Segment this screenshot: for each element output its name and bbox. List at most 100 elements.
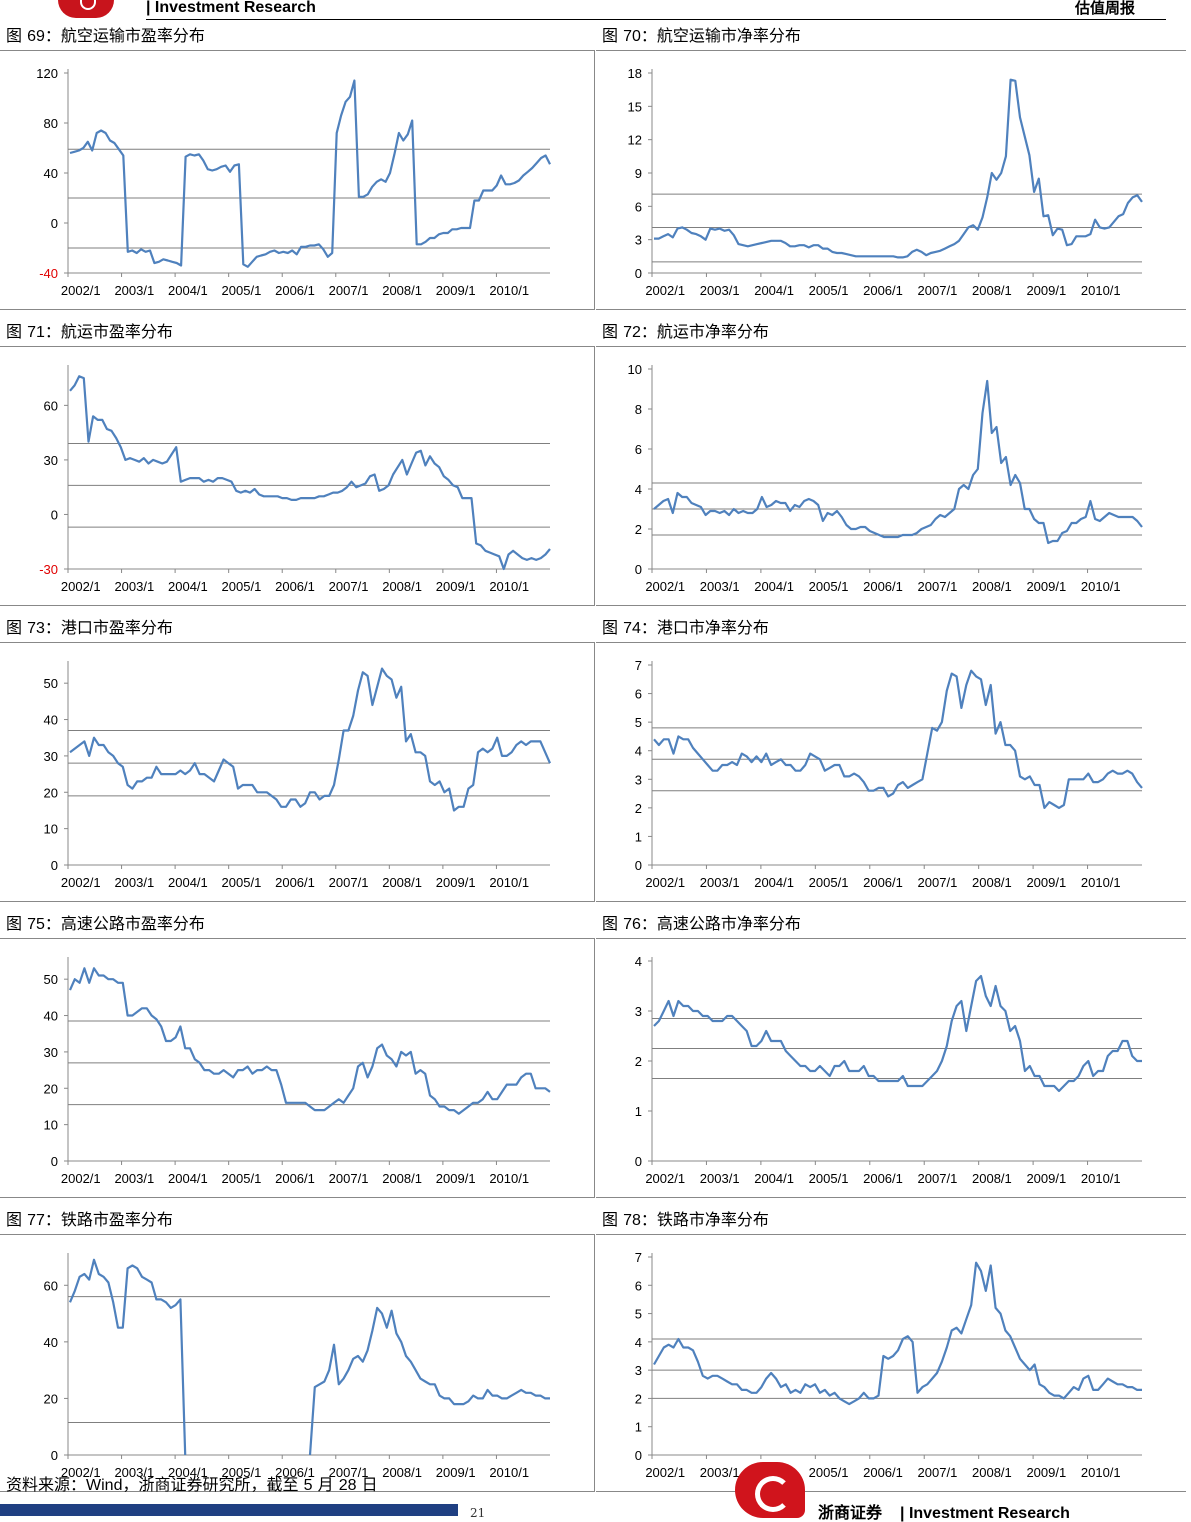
x-tick-label: 2002/1 — [645, 875, 685, 890]
x-tick-label: 2006/1 — [863, 283, 903, 298]
footer-brand: 浙商证券 | Investment Research — [818, 1505, 1070, 1522]
x-tick-label: 2005/1 — [222, 875, 262, 890]
figure-caption: 图 74：港口市净率分布 — [602, 618, 769, 639]
x-tick-label: 2009/1 — [1026, 875, 1066, 890]
x-tick-label: 2005/1 — [809, 1171, 849, 1186]
x-tick-label: 2002/1 — [61, 283, 101, 298]
figure-number: 69 — [27, 28, 45, 45]
chart-frame: 120 80 40 0 -40 2002/1 2003/1 2004/1 2005/1 2006/… — [0, 50, 595, 310]
x-tick-label: 2007/1 — [329, 1171, 369, 1186]
header-brand: | Investment Research — [146, 0, 316, 16]
y-tick-label: 0 — [51, 858, 58, 873]
figure-caption: 图 72：航运市净率分布 — [602, 322, 769, 343]
x-tick-label: 2006/1 — [863, 1171, 903, 1186]
x-tick-label: 2008/1 — [972, 1465, 1012, 1480]
x-tick-label: 2010/1 — [489, 875, 529, 890]
x-tick-label: 2004/1 — [168, 1465, 208, 1480]
y-tick-label: 80 — [44, 116, 58, 131]
x-tick-label: 2004/1 — [754, 579, 794, 594]
x-tick-label: 2008/1 — [382, 1171, 422, 1186]
figure-number: 72 — [623, 324, 641, 341]
x-tick-label: 2005/1 — [809, 579, 849, 594]
x-tick-label: 2010/1 — [1081, 1465, 1121, 1480]
source-mid: ，浙商证券研究所，截至 — [122, 1475, 299, 1494]
x-tick-label: 2009/1 — [1026, 1465, 1066, 1480]
x-tick-label: 2005/1 — [222, 1171, 262, 1186]
y-tick-label: 10 — [44, 1118, 58, 1133]
y-tick-label: 50 — [44, 676, 58, 691]
figure-caption: 图 70：航空运输市净率分布 — [602, 26, 801, 47]
x-tick-label: 2010/1 — [489, 283, 529, 298]
x-tick-label: 2003/1 — [700, 1171, 740, 1186]
x-tick-label: 2008/1 — [972, 1171, 1012, 1186]
x-tick-label: 2009/1 — [436, 579, 476, 594]
y-tick-label: 40 — [44, 1335, 58, 1350]
figure-title: ：铁路市盈率分布 — [44, 1210, 173, 1229]
figure-title: ：航运市净率分布 — [640, 322, 769, 341]
x-tick-label: 2008/1 — [972, 579, 1012, 594]
chart-frame: 60 30 0 -30 2002/1 2003/1 2004/1 2005/1 2006/1 20… — [0, 346, 595, 606]
series-line — [654, 78, 1143, 259]
y-tick-label: 7 — [635, 1250, 642, 1265]
x-tick-label: 2003/1 — [700, 283, 740, 298]
figure-title: ：航运市盈率分布 — [44, 322, 173, 341]
x-tick-label: 2007/1 — [329, 1465, 369, 1480]
y-tick-label: 2 — [635, 1391, 642, 1406]
figure-label: 图 — [6, 26, 23, 45]
page-number: 21 — [470, 1506, 486, 1520]
header-rule — [146, 19, 1166, 20]
x-tick-label: 2008/1 — [382, 1465, 422, 1480]
y-tick-label: 1 — [635, 829, 642, 844]
x-tick-label: 2007/1 — [918, 1171, 958, 1186]
y-tick-label: 0 — [51, 1448, 58, 1463]
x-tick-label: 2006/1 — [275, 283, 315, 298]
chart-frame: 4 3 2 1 0 2002/1 2003/1 2004/1 2005/1 2006/1 2007/… — [596, 938, 1186, 1198]
x-tick-label: 2006/1 — [275, 579, 315, 594]
figure-title: ：港口市净率分布 — [640, 618, 769, 637]
y-tick-label: 4 — [635, 1335, 642, 1350]
x-tick-label: 2004/1 — [754, 1171, 794, 1186]
y-tick-label: 30 — [44, 749, 58, 764]
figure-title: ：高速公路市净率分布 — [640, 914, 801, 933]
footer-brand-cn: 浙商证券 — [818, 1503, 883, 1522]
x-tick-label: 2008/1 — [972, 875, 1012, 890]
y-tick-label: 0 — [51, 216, 58, 231]
figure-title: ：航空运输市净率分布 — [640, 26, 801, 45]
x-tick-label: 2002/1 — [645, 579, 685, 594]
x-tick-label: 2009/1 — [436, 1465, 476, 1480]
x-tick-label: 2009/1 — [1026, 283, 1066, 298]
y-tick-label: -30 — [39, 562, 58, 577]
y-tick-label: 7 — [635, 658, 642, 673]
y-tick-label: 0 — [635, 1448, 642, 1463]
x-tick-label: 2007/1 — [918, 283, 958, 298]
figure-number: 75 — [27, 916, 45, 933]
chart-svg: 765432102002/12003/12004/12005/12006/120… — [635, 1250, 1142, 1480]
figure-caption: 图 71：航运市盈率分布 — [6, 322, 173, 343]
figure-label: 图 — [6, 618, 23, 637]
figure-caption: 图 73：港口市盈率分布 — [6, 618, 173, 639]
y-tick-label: 4 — [635, 482, 642, 497]
series-line — [69, 667, 552, 812]
series-line — [653, 379, 1143, 545]
x-tick-label: 2008/1 — [972, 283, 1012, 298]
footer-brand-en: | Investment Research — [900, 1505, 1070, 1522]
y-tick-label: 6 — [635, 442, 642, 457]
company-logo — [58, 0, 114, 18]
x-tick-label: 2005/1 — [809, 1465, 849, 1480]
figure-label: 图 — [6, 1210, 23, 1229]
y-tick-label: 40 — [44, 1009, 58, 1024]
x-tick-label: 2010/1 — [1081, 579, 1121, 594]
x-tick-label: 2007/1 — [329, 875, 369, 890]
source-prefix: 资料来源： — [6, 1475, 87, 1494]
x-tick-label: 2002/1 — [61, 875, 101, 890]
chart-frame: 50 40 30 20 10 0 2002/1 2003/1 2004/1 2005/1 2006/… — [0, 642, 595, 902]
x-tick-label: 2002/1 — [645, 1171, 685, 1186]
y-tick-label: 0 — [635, 858, 642, 873]
figure-label: 图 — [602, 618, 619, 637]
source-day-unit: 日 — [361, 1475, 378, 1494]
x-tick-label: 2007/1 — [918, 875, 958, 890]
y-tick-label: 20 — [44, 1391, 58, 1406]
